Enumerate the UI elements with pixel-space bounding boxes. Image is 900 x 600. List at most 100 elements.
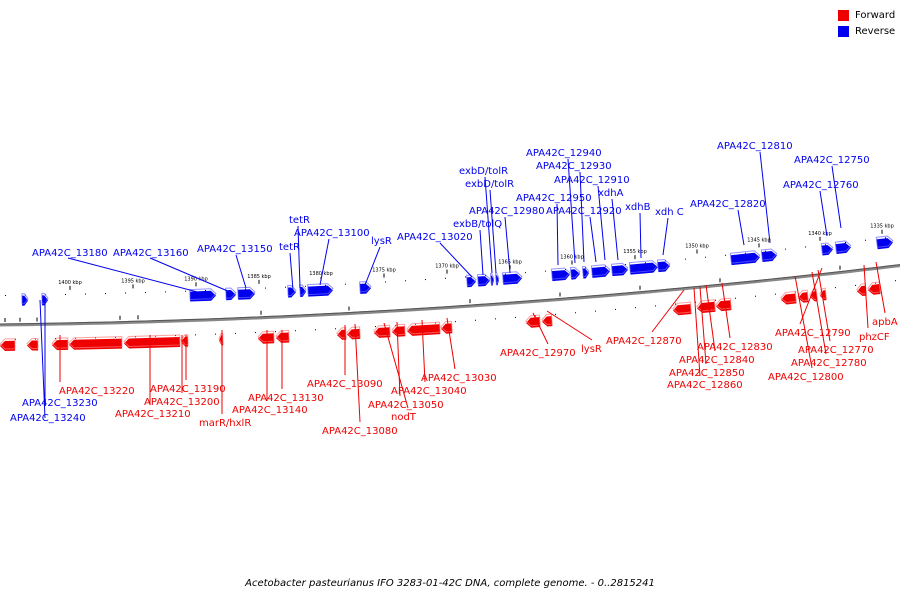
leader-line [532,312,549,345]
guide-dot [335,328,336,330]
guide-dot [555,313,556,315]
gene-arrow-shade [21,293,29,305]
guide-dot [535,315,536,317]
forward-gene-arrow [696,299,716,313]
leader-line [383,322,409,409]
guide-dot [255,332,256,334]
reverse-swatch [838,26,849,37]
gene-label: xdh C [655,207,684,218]
gene-arrow-shade [820,242,834,255]
gene-arrow-shade [797,289,809,302]
guide-dot [315,329,316,331]
guide-dot [165,291,166,293]
guide-dot [625,264,626,266]
gene-label: APA42C_13100 [294,228,370,239]
gene-arrow-shade [489,273,495,285]
gene-label: APA42C_12860 [667,380,743,391]
leader-line [737,209,745,246]
gene-label: APA42C_12750 [794,155,870,166]
guide-dot [445,277,446,279]
guide-dot [865,239,866,241]
reverse-gene-arrow [569,266,581,280]
guide-dot [305,285,306,287]
gene-arrow-shade [307,283,334,296]
gene-label: APA42C_13040 [391,386,467,397]
tick-label: 1340 kbp [808,231,832,237]
guide-dot [205,290,206,292]
guide-dot [725,254,726,256]
gene-arrow-shade [51,337,69,349]
guide-dot [375,326,376,328]
leader-line [421,319,426,383]
forward-swatch [838,10,849,21]
forward-gene-arrow [541,313,553,327]
gene-label: APA42C_12820 [690,199,766,210]
gene-arrow-shade [780,290,797,304]
gene-arrow-shade [760,248,778,261]
reverse-gene-arrow [359,281,372,294]
guide-dot [5,294,6,296]
gene-label: exbB/tolQ [453,219,502,230]
gene-arrow-shade [406,321,441,335]
legend-forward-label: Forward [855,10,896,21]
leader-line [817,269,831,342]
gene-label: APA42C_12800 [768,372,844,383]
leader-line [504,216,511,274]
forward-gene-arrow [440,320,453,334]
guide-dot [265,287,266,289]
gene-arrow-shade [346,326,361,338]
gene-arrow-shade [590,264,611,277]
gene-arrow-shade [257,330,275,343]
reverse-gene-arrow [189,288,217,302]
reverse-gene-arrow [550,267,571,282]
forward-gene-arrow [218,332,224,346]
leader-line [831,165,842,229]
gene-arrow-shade [0,338,16,350]
guide-dot [575,312,576,314]
reverse-gene-arrow [656,258,671,273]
leader-line [297,225,301,289]
forward-gene-arrow [819,287,827,301]
gene-arrow-shade [68,336,123,349]
gene-arrow-shade [41,292,49,304]
forward-gene-arrow [525,314,541,328]
leader-line [863,264,869,329]
guide-dot [735,297,736,299]
gene-arrow-shade [550,267,571,280]
forward-gene-arrow [797,289,809,303]
leader-line [484,176,493,274]
gene-arrow-shade [628,260,659,274]
legend-reverse-label: Reverse [855,26,896,37]
guide-dot [455,321,456,323]
gene-label: APA42C_12920 [546,206,622,217]
guide-dot [285,286,286,288]
leader-line [489,189,497,274]
guide-dot [385,281,386,283]
guide-dot [785,248,786,250]
legend: Forward Reverse [838,8,895,40]
gene-arrow-shade [569,266,581,279]
guide-dot [95,337,96,339]
gene-label: APA42C_13240 [10,413,86,424]
reverse-gene-arrow [834,240,852,255]
gene-arrow-shade [541,313,553,325]
leader-line [597,185,606,261]
guide-dot [765,250,766,252]
gene-label: APA42C_12950 [516,193,592,204]
guide-dot [615,308,616,310]
forward-gene-arrow [391,323,406,337]
forward-gene-arrow [68,336,123,350]
guide-dot [745,252,746,254]
guide-dot [465,276,466,278]
reverse-gene-arrow [581,265,590,279]
leader-line [556,203,559,266]
gene-label: marR/hxlR [199,418,251,429]
guide-dot [875,282,876,284]
guide-dot [295,330,296,332]
leader-line [693,287,701,377]
gene-labels: APA42C_13180 APA42C_13160 APA42C_13150 tetR… [10,141,898,437]
forward-gene-arrow [406,321,441,336]
gene-label: APA42C_12830 [697,342,773,353]
gene-label: xdhB [625,202,651,213]
reverse-gene-arrow [875,235,894,250]
